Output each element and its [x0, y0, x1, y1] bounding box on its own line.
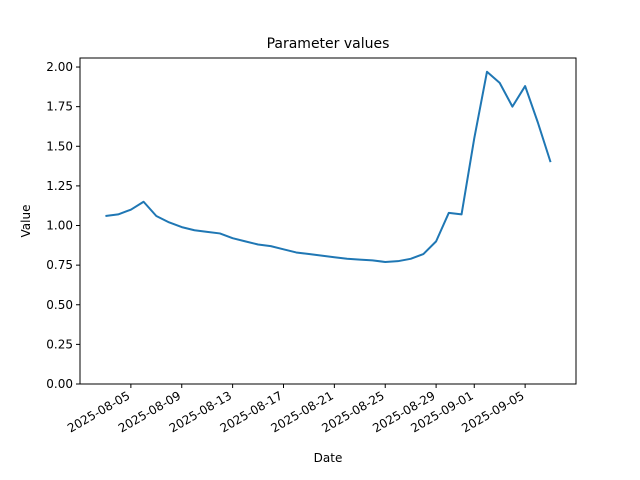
y-tick-label: 0.00	[46, 377, 73, 391]
x-axis-label: Date	[314, 451, 343, 465]
y-tick-label: 2.00	[46, 60, 73, 74]
chart-title: Parameter values	[267, 36, 390, 52]
y-tick-label: 0.50	[46, 298, 73, 312]
y-tick-label: 0.75	[46, 258, 73, 272]
y-tick-label: 1.50	[46, 139, 73, 153]
data-line	[105, 70, 552, 263]
y-tick-label: 1.75	[46, 100, 73, 114]
y-tick-label: 1.25	[46, 179, 73, 193]
plot-frame	[79, 57, 577, 385]
y-axis-label: Value	[19, 205, 33, 238]
y-tick-label: 0.25	[46, 337, 73, 351]
y-tick-label: 1.00	[46, 219, 73, 233]
